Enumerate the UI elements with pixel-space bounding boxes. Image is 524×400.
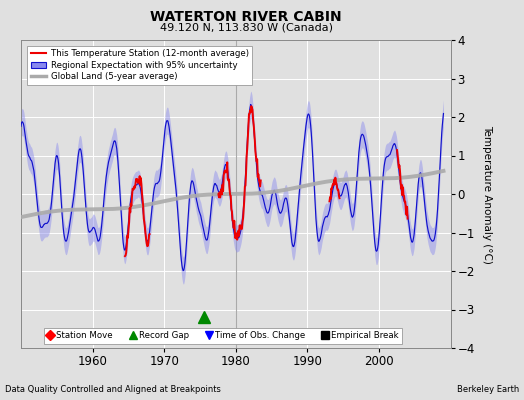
Legend: Station Move, Record Gap, Time of Obs. Change, Empirical Break: Station Move, Record Gap, Time of Obs. C… [44, 328, 402, 344]
Text: Data Quality Controlled and Aligned at Breakpoints: Data Quality Controlled and Aligned at B… [5, 385, 221, 394]
Y-axis label: Temperature Anomaly (°C): Temperature Anomaly (°C) [482, 124, 492, 264]
Text: WATERTON RIVER CABIN: WATERTON RIVER CABIN [150, 10, 342, 24]
Text: Berkeley Earth: Berkeley Earth [456, 385, 519, 394]
Text: 49.120 N, 113.830 W (Canada): 49.120 N, 113.830 W (Canada) [160, 22, 333, 32]
